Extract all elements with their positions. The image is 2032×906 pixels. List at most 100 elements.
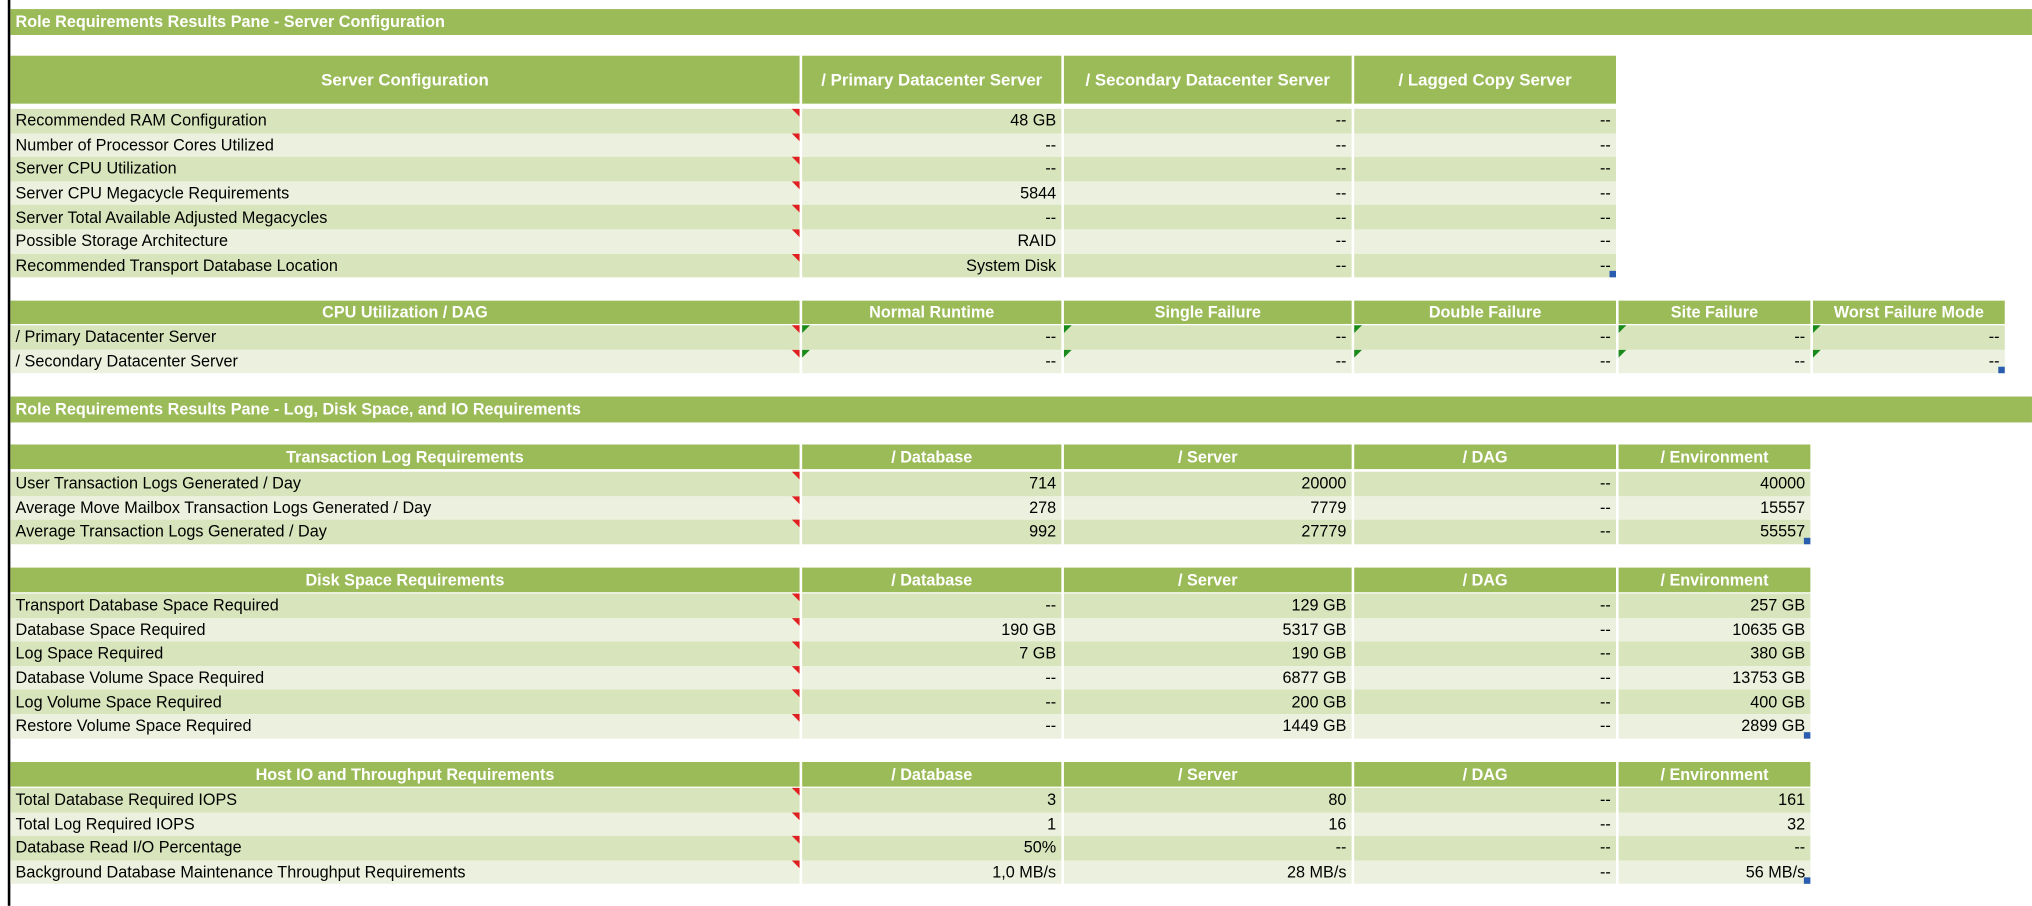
cell-value: System Disk	[802, 253, 1062, 278]
column-header: / Server	[1063, 761, 1352, 787]
cell-value: 56 MB/s	[1618, 860, 1811, 885]
cell-value: --	[1618, 325, 1811, 350]
cell-value: 2899 GB	[1618, 714, 1811, 739]
cell-value: --	[1354, 714, 1616, 739]
fill-handle	[1998, 366, 2005, 374]
comment-marker	[791, 157, 800, 165]
cell-value: --	[1354, 812, 1616, 837]
left-border	[7, 0, 11, 906]
cell-value: 380 GB	[1618, 641, 1811, 666]
column-header: / Environment	[1618, 761, 1811, 787]
row-label: / Secondary Datacenter Server	[10, 349, 800, 374]
comment-marker	[1812, 349, 1821, 358]
cell-value: --	[1063, 181, 1352, 206]
column-header: / Lagged Copy Server	[1354, 55, 1616, 104]
cell-value: --	[802, 714, 1062, 739]
cell-value: 190 GB	[1063, 641, 1352, 666]
row-label: Recommended Transport Database Location	[10, 253, 800, 278]
column-header: / Environment	[1618, 567, 1811, 593]
fill-handle	[1609, 271, 1616, 278]
comment-marker	[791, 641, 800, 650]
column-header: / Environment	[1618, 444, 1811, 470]
cell-value: 1	[802, 812, 1062, 837]
column-header: / DAG	[1354, 444, 1616, 470]
row-label: Server CPU Megacycle Requirements	[10, 181, 800, 206]
comment-marker	[1618, 325, 1627, 334]
row-label: Log Space Required	[10, 641, 800, 666]
cell-value: --	[1354, 108, 1616, 133]
cell-value: --	[1354, 689, 1616, 715]
column-header: Double Failure	[1354, 300, 1616, 324]
cell-value: --	[1354, 617, 1616, 642]
column-header: / Secondary Datacenter Server	[1063, 55, 1352, 104]
comment-marker	[802, 325, 810, 334]
cell-value: 50%	[802, 836, 1062, 861]
cell-value: 7779	[1063, 495, 1352, 520]
comment-marker	[791, 205, 800, 214]
comment-marker	[791, 108, 800, 117]
comment-marker	[791, 689, 800, 698]
comment-marker	[791, 593, 800, 602]
comment-marker	[791, 519, 800, 528]
cell-value: --	[1354, 593, 1616, 618]
column-header: Host IO and Throughput Requirements	[10, 761, 800, 787]
column-header: / Primary Datacenter Server	[802, 55, 1062, 104]
row-label: Restore Volume Space Required	[10, 714, 800, 739]
cell-value: 16	[1063, 812, 1352, 837]
comment-marker	[791, 495, 800, 504]
comment-marker	[791, 181, 800, 189]
cell-value: --	[802, 132, 1062, 158]
cell-value: 200 GB	[1063, 689, 1352, 715]
comment-marker	[802, 349, 810, 358]
cell-value: --	[1354, 181, 1616, 206]
column-header: / Server	[1063, 567, 1352, 593]
cell-value: --	[1354, 519, 1616, 544]
cell-value: 13753 GB	[1618, 665, 1811, 690]
fill-handle	[1803, 731, 1811, 739]
cell-value: --	[1354, 349, 1616, 374]
comment-marker	[791, 471, 800, 480]
cell-value: --	[1618, 349, 1811, 374]
comment-marker	[1354, 349, 1362, 358]
cell-value: --	[1354, 836, 1616, 861]
cell-value: --	[1354, 132, 1616, 158]
row-label: Recommended RAM Configuration	[10, 108, 800, 133]
cell-value: 55557	[1618, 519, 1811, 544]
column-header: / Database	[802, 761, 1062, 787]
cell-value: --	[802, 349, 1062, 374]
cell-value: --	[1354, 253, 1616, 278]
row-label: Log Volume Space Required	[10, 689, 800, 715]
comment-marker	[791, 325, 800, 334]
comment-marker	[1812, 325, 1821, 334]
cell-value: 80	[1063, 787, 1352, 813]
comment-marker	[791, 714, 800, 722]
cell-value: 48 GB	[802, 108, 1062, 133]
column-header: Worst Failure Mode	[1812, 300, 2005, 324]
cell-value: 27779	[1063, 519, 1352, 544]
row-label: Total Log Required IOPS	[10, 812, 800, 837]
row-label: Average Move Mailbox Transaction Logs Ge…	[10, 495, 800, 520]
column-header: Single Failure	[1063, 300, 1352, 324]
column-header: Transaction Log Requirements	[10, 444, 800, 470]
cell-value: --	[802, 593, 1062, 618]
row-label: User Transaction Logs Generated / Day	[10, 471, 800, 496]
cell-value: --	[1063, 108, 1352, 133]
cell-value: 5844	[802, 181, 1062, 206]
cell-value: --	[1063, 253, 1352, 278]
cell-value: 992	[802, 519, 1062, 544]
fill-handle	[1803, 537, 1811, 545]
comment-marker	[1354, 325, 1362, 334]
column-header: CPU Utilization / DAG	[10, 300, 800, 324]
cell-value: 190 GB	[802, 617, 1062, 642]
cell-value: --	[1354, 229, 1616, 254]
comment-marker	[1618, 349, 1627, 358]
cell-value: --	[802, 205, 1062, 230]
cell-value: --	[1063, 205, 1352, 230]
cell-value: --	[802, 157, 1062, 182]
cell-value: --	[1354, 495, 1616, 520]
column-header: Server Configuration	[10, 55, 800, 104]
cell-value: --	[1354, 157, 1616, 182]
comment-marker	[791, 132, 800, 141]
column-header: / DAG	[1354, 761, 1616, 787]
row-label: / Primary Datacenter Server	[10, 325, 800, 350]
